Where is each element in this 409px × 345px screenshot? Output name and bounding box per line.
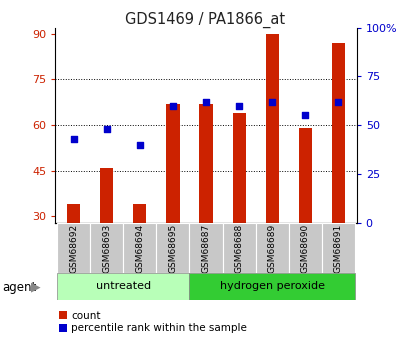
Bar bbox=[100, 168, 113, 223]
Point bbox=[169, 103, 176, 108]
Text: GSM68691: GSM68691 bbox=[333, 224, 342, 273]
Bar bbox=[189, 273, 354, 300]
Legend: count, percentile rank within the sample: count, percentile rank within the sample bbox=[58, 310, 246, 333]
Bar bbox=[222, 223, 255, 273]
Bar bbox=[166, 104, 179, 223]
Bar bbox=[298, 128, 311, 223]
Text: GSM68689: GSM68689 bbox=[267, 224, 276, 273]
Bar bbox=[199, 104, 212, 223]
Point bbox=[268, 99, 275, 105]
Point bbox=[103, 126, 110, 132]
Text: agent: agent bbox=[2, 280, 36, 294]
Bar bbox=[123, 223, 156, 273]
Bar bbox=[232, 113, 245, 223]
Point bbox=[70, 136, 76, 141]
Point bbox=[202, 99, 209, 105]
Text: ▶: ▶ bbox=[31, 280, 41, 294]
Text: GSM68695: GSM68695 bbox=[168, 224, 177, 273]
Text: GSM68694: GSM68694 bbox=[135, 224, 144, 273]
Text: untreated: untreated bbox=[95, 282, 151, 291]
Bar bbox=[265, 34, 278, 223]
Bar bbox=[189, 223, 222, 273]
Point bbox=[335, 99, 341, 105]
Bar bbox=[288, 223, 321, 273]
Text: GSM68688: GSM68688 bbox=[234, 224, 243, 273]
Bar bbox=[90, 223, 123, 273]
Point bbox=[301, 112, 308, 118]
Text: hydrogen peroxide: hydrogen peroxide bbox=[219, 282, 324, 291]
Bar bbox=[156, 223, 189, 273]
Text: GSM68693: GSM68693 bbox=[102, 224, 111, 273]
Bar bbox=[133, 204, 146, 223]
Text: GSM68687: GSM68687 bbox=[201, 224, 210, 273]
Point bbox=[235, 103, 242, 108]
Bar bbox=[67, 204, 80, 223]
Bar bbox=[57, 223, 90, 273]
Bar bbox=[331, 43, 344, 223]
Bar bbox=[321, 223, 354, 273]
Text: GSM68690: GSM68690 bbox=[300, 224, 309, 273]
Point bbox=[136, 142, 143, 147]
Bar bbox=[255, 223, 288, 273]
Bar bbox=[57, 273, 189, 300]
Text: GSM68692: GSM68692 bbox=[69, 224, 78, 273]
Text: GDS1469 / PA1866_at: GDS1469 / PA1866_at bbox=[125, 12, 284, 28]
